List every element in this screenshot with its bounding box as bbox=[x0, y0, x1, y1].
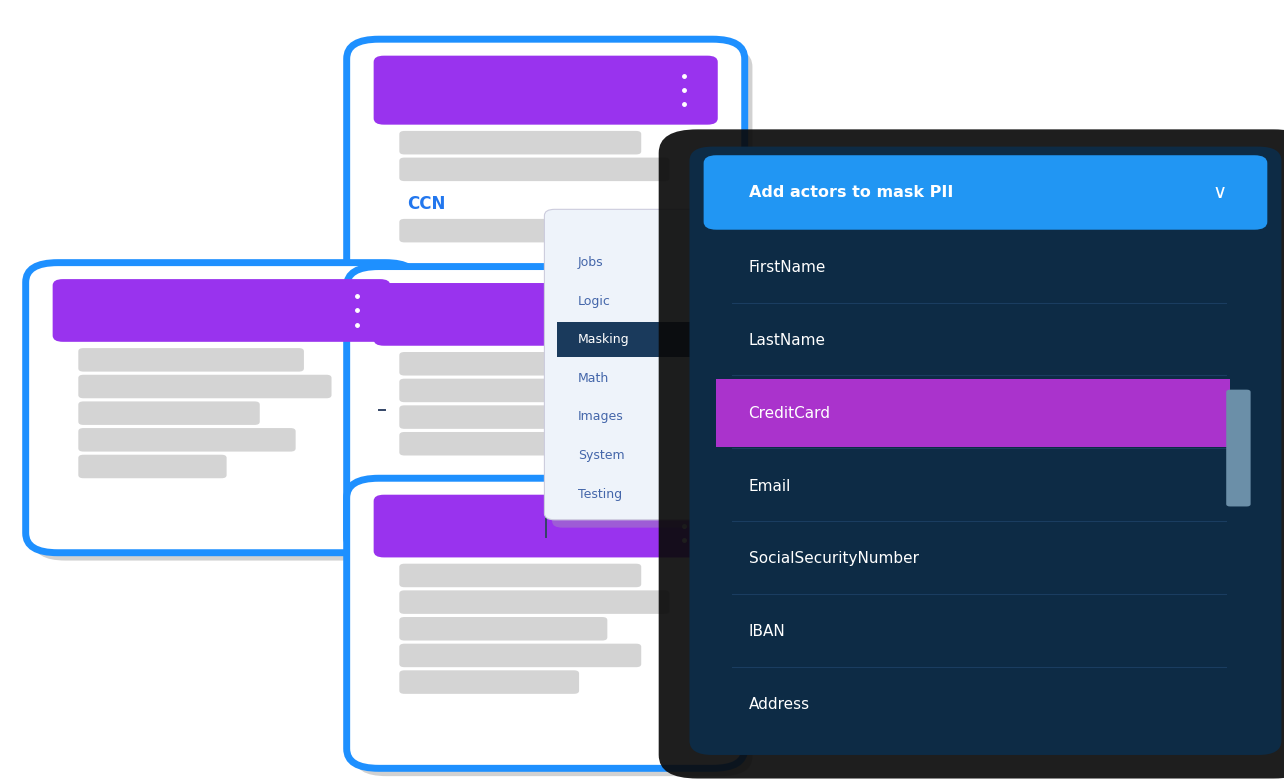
Text: System: System bbox=[578, 449, 624, 462]
FancyBboxPatch shape bbox=[374, 283, 718, 346]
FancyBboxPatch shape bbox=[399, 644, 641, 667]
Text: Address: Address bbox=[749, 697, 810, 712]
Text: SocialSecurityNumber: SocialSecurityNumber bbox=[749, 551, 918, 566]
Text: Testing: Testing bbox=[578, 488, 621, 501]
Text: Jobs: Jobs bbox=[578, 256, 603, 269]
FancyBboxPatch shape bbox=[374, 56, 718, 125]
Text: CreditCard: CreditCard bbox=[749, 406, 831, 421]
FancyBboxPatch shape bbox=[399, 158, 669, 181]
Text: Math: Math bbox=[578, 372, 609, 385]
FancyBboxPatch shape bbox=[78, 455, 226, 478]
FancyBboxPatch shape bbox=[399, 617, 607, 641]
FancyBboxPatch shape bbox=[399, 379, 669, 402]
FancyBboxPatch shape bbox=[399, 590, 669, 614]
FancyBboxPatch shape bbox=[690, 147, 1281, 755]
FancyBboxPatch shape bbox=[399, 352, 641, 376]
FancyBboxPatch shape bbox=[704, 155, 1267, 230]
Text: Email: Email bbox=[749, 478, 791, 494]
FancyBboxPatch shape bbox=[33, 270, 425, 561]
FancyBboxPatch shape bbox=[399, 670, 579, 694]
FancyBboxPatch shape bbox=[78, 348, 304, 372]
Text: ∨: ∨ bbox=[1212, 183, 1228, 202]
FancyBboxPatch shape bbox=[354, 47, 752, 368]
Text: Images: Images bbox=[578, 410, 624, 423]
FancyBboxPatch shape bbox=[347, 478, 745, 768]
FancyBboxPatch shape bbox=[78, 401, 259, 425]
FancyBboxPatch shape bbox=[354, 486, 752, 776]
FancyBboxPatch shape bbox=[399, 405, 607, 429]
Text: Logic: Logic bbox=[578, 295, 611, 307]
Text: Add actors to mask PII: Add actors to mask PII bbox=[749, 185, 953, 200]
FancyBboxPatch shape bbox=[374, 495, 718, 557]
Text: IBAN: IBAN bbox=[749, 624, 786, 639]
FancyBboxPatch shape bbox=[53, 279, 390, 342]
FancyBboxPatch shape bbox=[78, 375, 331, 398]
FancyBboxPatch shape bbox=[544, 209, 764, 520]
Text: Masking: Masking bbox=[578, 333, 629, 347]
Text: FirstName: FirstName bbox=[749, 260, 826, 275]
FancyBboxPatch shape bbox=[659, 129, 1284, 779]
FancyBboxPatch shape bbox=[399, 131, 641, 154]
FancyBboxPatch shape bbox=[78, 428, 295, 452]
FancyBboxPatch shape bbox=[552, 217, 772, 528]
FancyBboxPatch shape bbox=[557, 322, 751, 358]
Text: CCN: CCN bbox=[407, 195, 446, 213]
FancyBboxPatch shape bbox=[399, 432, 641, 456]
Text: ×: × bbox=[734, 226, 747, 240]
FancyBboxPatch shape bbox=[347, 267, 745, 557]
FancyBboxPatch shape bbox=[399, 219, 607, 242]
FancyBboxPatch shape bbox=[716, 379, 1230, 448]
FancyBboxPatch shape bbox=[354, 274, 752, 564]
Text: LastName: LastName bbox=[749, 333, 826, 348]
FancyBboxPatch shape bbox=[399, 564, 641, 587]
FancyBboxPatch shape bbox=[1226, 390, 1251, 506]
FancyBboxPatch shape bbox=[26, 263, 417, 553]
FancyBboxPatch shape bbox=[347, 39, 745, 361]
